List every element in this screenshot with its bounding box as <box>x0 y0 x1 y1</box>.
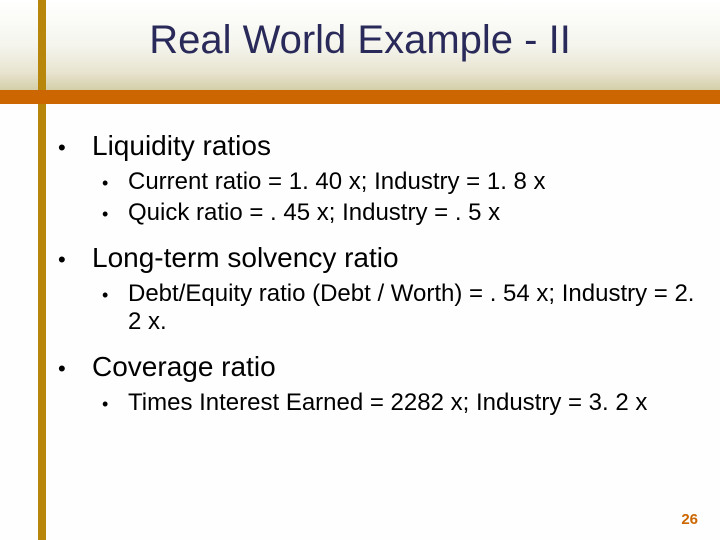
bullet-icon: • <box>102 202 128 226</box>
bullet-text: Long-term solvency ratio <box>92 242 399 274</box>
bullet-level2: • Debt/Equity ratio (Debt / Worth) = . 5… <box>102 280 698 338</box>
slide-title: Real World Example - II <box>0 18 720 63</box>
bullet-level1: • Long-term solvency ratio <box>58 242 698 274</box>
bullet-text: Coverage ratio <box>92 351 276 383</box>
bullet-level2: • Quick ratio = . 45 x; Industry = . 5 x <box>102 199 698 228</box>
bullet-icon: • <box>102 283 128 307</box>
bullet-icon: • <box>58 134 92 162</box>
bullet-text: Debt/Equity ratio (Debt / Worth) = . 54 … <box>128 280 698 338</box>
bullet-level2: • Times Interest Earned = 2282 x; Indust… <box>102 389 698 418</box>
bullet-text: Current ratio = 1. 40 x; Industry = 1. 8… <box>128 168 698 197</box>
page-number: 26 <box>681 511 698 528</box>
bullet-level1: • Coverage ratio <box>58 351 698 383</box>
bullet-text: Quick ratio = . 45 x; Industry = . 5 x <box>128 199 698 228</box>
bullet-level2: • Current ratio = 1. 40 x; Industry = 1.… <box>102 168 698 197</box>
bullet-icon: • <box>102 392 128 416</box>
bullet-icon: • <box>102 171 128 195</box>
horizontal-accent-bar <box>0 90 720 104</box>
bullet-icon: • <box>58 246 92 274</box>
bullet-level1: • Liquidity ratios <box>58 130 698 162</box>
bullet-text: Times Interest Earned = 2282 x; Industry… <box>128 389 698 418</box>
left-accent-bar <box>38 0 46 540</box>
bullet-icon: • <box>58 355 92 383</box>
bullet-text: Liquidity ratios <box>92 130 271 162</box>
slide-body: • Liquidity ratios • Current ratio = 1. … <box>58 130 698 420</box>
